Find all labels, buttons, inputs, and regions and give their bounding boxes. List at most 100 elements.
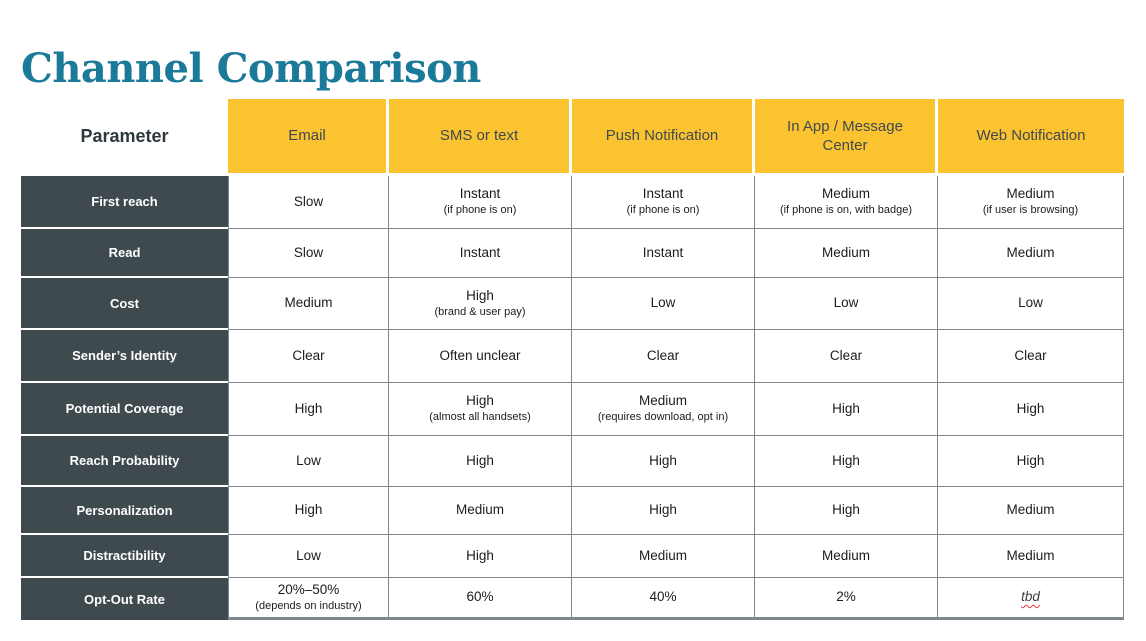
- cell-opt-out-rate-in-app-message-center: 2%: [755, 578, 938, 620]
- column-header-email: Email: [228, 99, 386, 173]
- cell-value: Low: [650, 295, 676, 311]
- column-header-in-app-message-center: In App / Message Center: [755, 99, 935, 173]
- cell-potential-coverage-web-notification: High: [938, 383, 1124, 436]
- column-header-web-notification: Web Notification: [938, 99, 1124, 173]
- table-row-sender-s-identity: Sender’s Identity Clear Often unclear Clear…: [21, 330, 1124, 383]
- cell-cost-push-notification: Low: [572, 278, 755, 330]
- cell-value: Medium: [1006, 244, 1055, 260]
- row-header-distractibility: Distractibility: [21, 535, 228, 576]
- cell-note: (if phone is on): [626, 204, 700, 217]
- cell-first-reach-web-notification: Medium (if user is browsing): [938, 176, 1124, 229]
- cell-value: Instant: [459, 244, 501, 260]
- cell-distractibility-web-notification: Medium: [938, 535, 1124, 578]
- cell-value: Medium: [1006, 502, 1055, 518]
- cell-value: Low: [1018, 295, 1043, 311]
- cell-sender-s-identity-web-notification: Clear: [938, 330, 1124, 383]
- cell-value: High: [649, 502, 677, 518]
- cell-potential-coverage-email: High: [228, 383, 389, 436]
- cell-value: 2%: [836, 589, 856, 605]
- cell-note: (if user is browsing): [982, 204, 1079, 217]
- cell-value: High: [466, 287, 494, 303]
- cell-value: Medium: [821, 547, 870, 563]
- table-row-potential-coverage: Potential Coverage High High (almost all ha…: [21, 383, 1124, 436]
- cell-note: (if phone is on): [443, 204, 517, 217]
- table-row-reach-probability: Reach Probability Low High High High High: [21, 436, 1124, 487]
- table-row-personalization: Personalization High Medium High High Medium: [21, 487, 1124, 535]
- cell-potential-coverage-sms-or-text: High (almost all handsets): [389, 383, 572, 436]
- cell-value: High: [466, 547, 494, 563]
- page-title: Channel Comparison: [21, 44, 481, 92]
- cell-value: Low: [296, 452, 321, 468]
- cell-personalization-sms-or-text: Medium: [389, 487, 572, 535]
- cell-reach-probability-in-app-message-center: High: [755, 436, 938, 487]
- cell-opt-out-rate-push-notification: 40%: [572, 578, 755, 620]
- cell-value: Clear: [829, 347, 863, 363]
- cell-value: tbd: [1021, 589, 1040, 605]
- cell-cost-in-app-message-center: Low: [755, 278, 938, 330]
- cell-distractibility-push-notification: Medium: [572, 535, 755, 578]
- table-row-distractibility: Distractibility Low High Medium Medium Medium: [21, 535, 1124, 578]
- table-row-read: Read Slow Instant Instant Medium Medium: [21, 229, 1124, 278]
- cell-value: High: [466, 393, 494, 409]
- cell-read-sms-or-text: Instant: [389, 229, 572, 278]
- row-header-read: Read: [21, 229, 228, 276]
- cell-value: High: [649, 452, 677, 468]
- cell-value: Medium: [1006, 547, 1055, 563]
- cell-personalization-push-notification: High: [572, 487, 755, 535]
- cell-personalization-web-notification: Medium: [938, 487, 1124, 535]
- cell-first-reach-in-app-message-center: Medium (if phone is on, with badge): [755, 176, 938, 229]
- cell-reach-probability-email: Low: [228, 436, 389, 487]
- cell-value: Instant: [642, 244, 684, 260]
- cell-opt-out-rate-email: 20%–50% (depends on industry): [228, 578, 389, 620]
- cell-read-email: Slow: [228, 229, 389, 278]
- cell-value: High: [832, 502, 860, 518]
- cell-value: High: [294, 502, 323, 518]
- cell-personalization-email: High: [228, 487, 389, 535]
- cell-reach-probability-web-notification: High: [938, 436, 1124, 487]
- cell-value: Often unclear: [439, 347, 521, 363]
- cell-distractibility-in-app-message-center: Medium: [755, 535, 938, 578]
- cell-first-reach-email: Slow: [228, 176, 389, 229]
- channel-comparison-table: Parameter Email SMS or text Push Notificat…: [21, 99, 1124, 620]
- table-body: First reach Slow Instant (if phone is on) In…: [21, 176, 1124, 620]
- cell-value: Low: [833, 295, 859, 311]
- cell-opt-out-rate-sms-or-text: 60%: [389, 578, 572, 620]
- cell-cost-email: Medium: [228, 278, 389, 330]
- cell-sender-s-identity-push-notification: Clear: [572, 330, 755, 383]
- cell-value: Medium: [821, 244, 870, 260]
- cell-note: (brand & user pay): [434, 305, 526, 318]
- cell-value: Medium: [638, 547, 687, 563]
- cell-reach-probability-sms-or-text: High: [389, 436, 572, 487]
- cell-note: (almost all handsets): [429, 411, 531, 424]
- cell-potential-coverage-in-app-message-center: High: [755, 383, 938, 436]
- cell-value: Medium: [284, 295, 333, 311]
- row-header-potential-coverage: Potential Coverage: [21, 383, 228, 434]
- table-row-first-reach: First reach Slow Instant (if phone is on) In…: [21, 176, 1124, 229]
- row-header-first-reach: First reach: [21, 176, 228, 227]
- cell-opt-out-rate-web-notification: tbd: [938, 578, 1124, 620]
- table-row-cost: Cost Medium High (brand & user pay) Low Low Lo…: [21, 278, 1124, 330]
- cell-first-reach-sms-or-text: Instant (if phone is on): [389, 176, 572, 229]
- cell-distractibility-sms-or-text: High: [389, 535, 572, 578]
- column-header-sms-or-text: SMS or text: [389, 99, 569, 173]
- cell-value: Instant: [459, 186, 501, 202]
- cell-note: (requires download, opt in): [597, 411, 729, 424]
- cell-note: (if phone is on, with badge): [779, 204, 913, 217]
- table-row-opt-out-rate: Opt-Out Rate 20%–50% (depends on industry)…: [21, 578, 1124, 620]
- cell-value: Clear: [1014, 347, 1047, 363]
- cell-value: High: [832, 452, 860, 468]
- cell-distractibility-email: Low: [228, 535, 389, 578]
- cell-value: 40%: [649, 589, 677, 605]
- cell-value: Slow: [293, 244, 324, 260]
- cell-value: Medium: [455, 502, 504, 518]
- cell-value: 20%–50%: [277, 581, 340, 597]
- row-header-reach-probability: Reach Probability: [21, 436, 228, 485]
- cell-value: High: [466, 452, 494, 468]
- cell-value: 60%: [466, 589, 494, 605]
- row-header-opt-out-rate: Opt-Out Rate: [21, 578, 228, 620]
- row-header-cost: Cost: [21, 278, 228, 328]
- cell-value: Medium: [821, 186, 870, 202]
- cell-first-reach-push-notification: Instant (if phone is on): [572, 176, 755, 229]
- column-header-push-notification: Push Notification: [572, 99, 752, 173]
- table-header-row: Parameter Email SMS or text Push Notificat…: [21, 99, 1124, 173]
